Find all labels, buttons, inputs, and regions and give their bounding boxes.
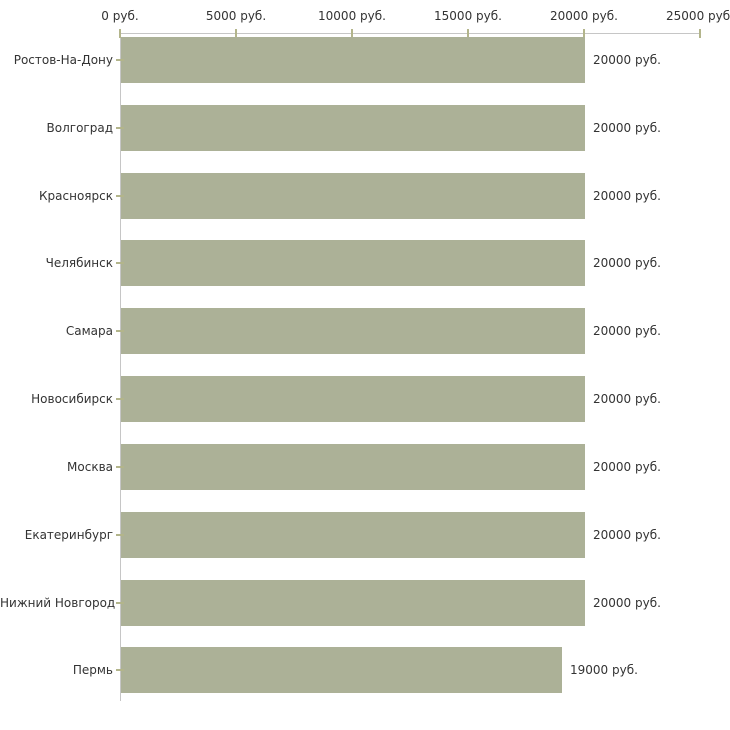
x-axis-tick-label: 0 руб. [101,9,139,23]
category-label: Ростов-На-Дону [13,53,113,67]
category-label: Москва [67,460,113,474]
x-axis-tick-label: 20000 руб. [550,9,618,23]
y-axis-tick [116,466,124,468]
category-label: Красноярск [39,189,113,203]
bar [121,37,585,83]
y-axis-tick [116,534,124,536]
x-axis-tick [583,29,585,38]
category-label: Екатеринбург [24,528,113,542]
value-label: 20000 руб. [593,460,661,474]
y-axis-tick [116,262,124,264]
y-axis-tick [116,669,124,671]
bar [121,173,585,219]
category-label: Челябинск [45,256,113,270]
x-axis-tick [467,29,469,38]
value-label: 20000 руб. [593,528,661,542]
category-label: Новосибирск [31,392,113,406]
x-axis-tick [699,29,701,38]
bar [121,512,585,558]
category-label: Нижний Новгород [0,596,116,610]
y-axis-tick [116,602,124,604]
bar [121,376,585,422]
value-label: 20000 руб. [593,596,661,610]
x-axis-tick [235,29,237,38]
value-label: 20000 руб. [593,324,661,338]
value-label: 20000 руб. [593,189,661,203]
x-axis-line [120,33,701,34]
value-label: 20000 руб. [593,121,661,135]
x-axis-tick-label: 5000 руб. [205,9,267,23]
x-axis-tick [119,29,121,38]
y-axis-tick [116,330,124,332]
bar [121,240,585,286]
y-axis-tick [116,398,124,400]
value-label: 19000 руб. [570,663,638,677]
x-axis-tick-label: 10000 руб. [318,9,386,23]
x-axis-tick-label: 15000 руб. [434,9,502,23]
value-label: 20000 руб. [593,53,661,67]
category-label: Самара [65,324,113,338]
value-label: 20000 руб. [593,392,661,406]
category-label: Пермь [72,663,113,677]
bar [121,444,585,490]
bar [121,647,562,693]
category-label: Волгоград [46,121,113,135]
bar [121,308,585,354]
x-axis-tick [351,29,353,38]
y-axis-tick [116,59,124,61]
x-axis-tick-label: 25000 руб. [666,9,730,23]
y-axis-tick [116,195,124,197]
y-axis-tick [116,127,124,129]
y-axis-line [120,33,121,701]
bar [121,580,585,626]
bar [121,105,585,151]
value-label: 20000 руб. [593,256,661,270]
